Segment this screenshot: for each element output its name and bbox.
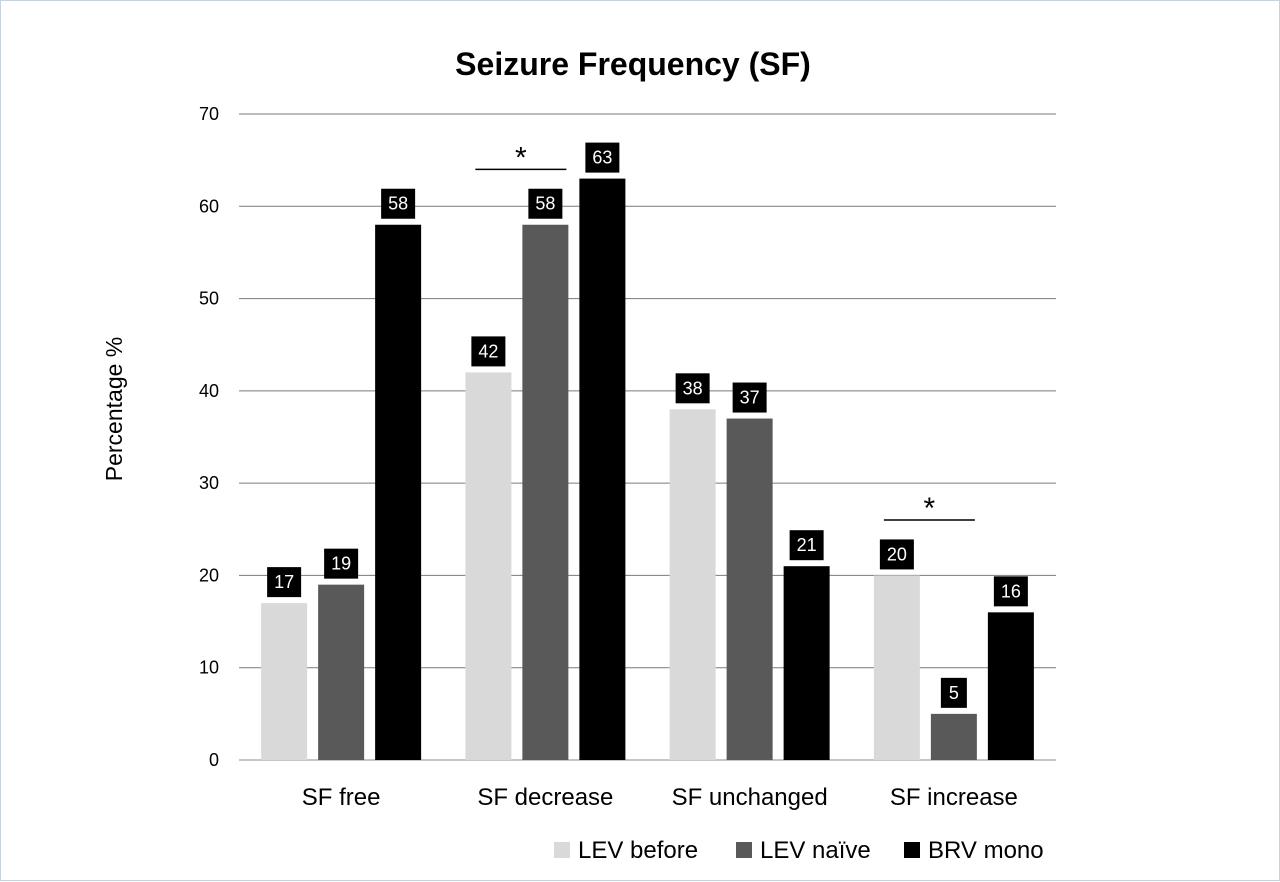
category-label: SF unchanged — [672, 784, 828, 811]
data-label: 58 — [535, 194, 555, 214]
data-label: 19 — [331, 554, 351, 574]
data-label: 21 — [797, 535, 817, 555]
data-label: 5 — [949, 683, 959, 703]
bars: 17 42 38 20 19 58 37 5 58 63 21 16 — [261, 142, 1034, 761]
bar — [318, 584, 365, 760]
data-label-box — [381, 188, 416, 219]
y-tick-label: 40 — [199, 381, 219, 401]
data-label: 20 — [887, 544, 907, 564]
bar — [579, 178, 626, 761]
y-tick-label: 60 — [199, 196, 219, 216]
data-label: 17 — [274, 572, 294, 592]
data-label: 37 — [740, 388, 760, 408]
y-axis-ticks: 0 10 20 30 40 50 60 70 — [199, 104, 219, 770]
significance-marker: * — [924, 492, 936, 525]
legend-swatch — [736, 842, 752, 858]
category-label: SF increase — [890, 784, 1018, 811]
legend-swatch — [554, 842, 570, 858]
bar — [783, 566, 830, 760]
significance-marker: * — [515, 141, 527, 174]
legend-label: LEV naïve — [760, 837, 871, 864]
significance-annotations: ** — [475, 141, 975, 525]
bar — [873, 575, 920, 760]
bar — [669, 409, 716, 760]
bar — [465, 372, 512, 760]
data-label-box — [993, 576, 1028, 607]
data-label-box — [789, 530, 824, 561]
y-tick-label: 30 — [199, 473, 219, 493]
data-label-box — [732, 382, 767, 413]
y-axis-label: Percentage % — [101, 337, 127, 481]
bar — [726, 418, 773, 760]
y-tick-label: 10 — [199, 658, 219, 678]
x-axis-categories: SF free SF decrease SF unchanged SF increas… — [302, 784, 1018, 811]
data-label-box — [879, 539, 914, 570]
data-label: 16 — [1001, 581, 1021, 601]
y-tick-label: 20 — [199, 565, 219, 585]
y-tick-label: 0 — [209, 750, 219, 770]
legend-swatch — [904, 842, 920, 858]
bar — [375, 224, 422, 760]
data-label: 42 — [478, 341, 498, 361]
data-label: 38 — [683, 378, 703, 398]
data-label-box — [585, 142, 620, 173]
bar — [987, 612, 1034, 760]
bar — [261, 603, 308, 760]
legend-label: BRV mono — [928, 837, 1044, 864]
category-label: SF decrease — [477, 784, 613, 811]
legend: LEV before LEV naïve BRV mono — [554, 837, 1044, 864]
bar — [930, 713, 977, 760]
data-label: 58 — [388, 194, 408, 214]
y-tick-label: 70 — [199, 104, 219, 124]
category-label: SF free — [302, 784, 381, 811]
bar — [522, 224, 569, 760]
y-tick-label: 50 — [199, 289, 219, 309]
data-label-box — [267, 567, 302, 598]
legend-label: LEV before — [578, 837, 698, 864]
data-label-box — [940, 677, 967, 708]
chart-title: Seizure Frequency (SF) — [455, 46, 811, 82]
data-label-box — [528, 188, 563, 219]
data-label: 63 — [592, 148, 612, 168]
data-label-box — [324, 548, 359, 579]
data-label-box — [471, 336, 506, 367]
data-label-box — [675, 373, 710, 404]
